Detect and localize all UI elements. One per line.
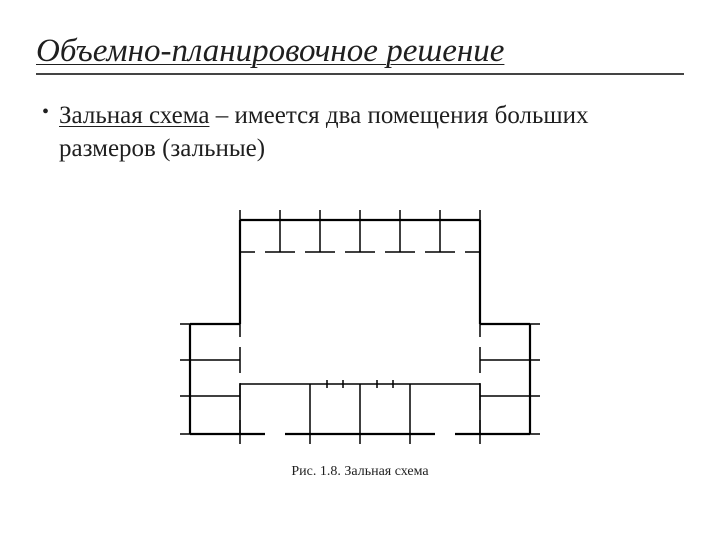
bullet-item: • Зальная схема – имеется два помещения … xyxy=(36,99,684,167)
bullet-term: Зальная схема xyxy=(59,102,209,129)
bullet-dot-icon: • xyxy=(36,99,49,126)
figure-caption: Рис. 1.8. Зальная схема xyxy=(291,464,428,480)
page-title: Объемно-планировочное решение xyxy=(36,34,684,75)
floor-plan-diagram xyxy=(180,184,540,454)
figure: Рис. 1.8. Зальная схема xyxy=(36,184,684,480)
bullet-text: Зальная схема – имеется два помещения бо… xyxy=(59,99,684,167)
